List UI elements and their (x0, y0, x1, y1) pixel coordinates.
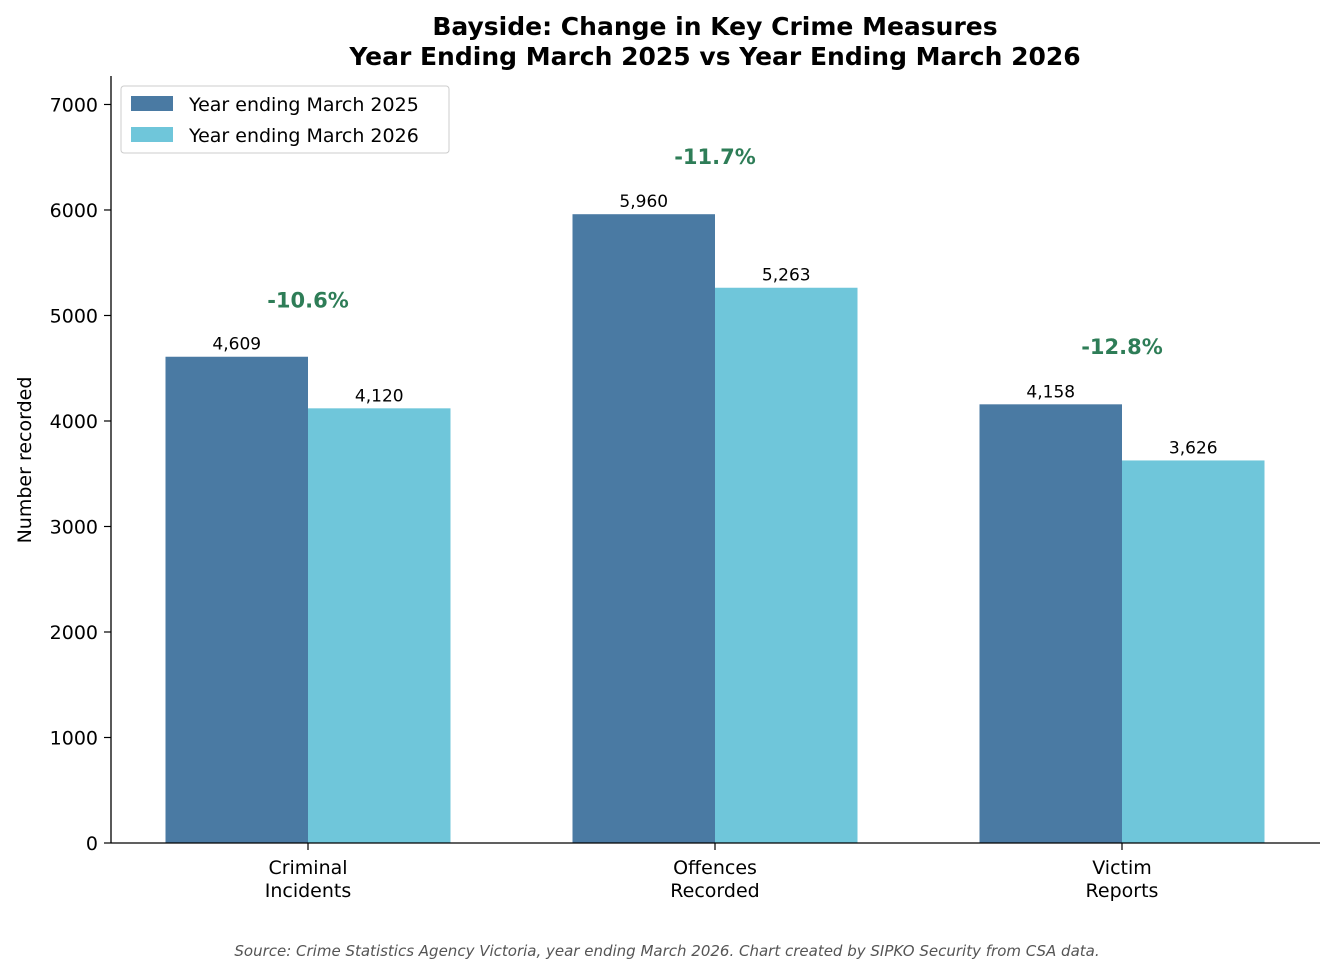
labels-layer: 4,609 5,960 4,158 4,120 5,263 3,626 -10.6% -11.… (212, 145, 1217, 458)
bar-2025-2 (979, 404, 1122, 843)
axes-layer: 0 1000 2000 3000 4000 5000 6000 7000 Criminal Inc… (50, 76, 1320, 902)
chart-title: Bayside: Change in Key Crime Measures (432, 12, 997, 41)
bar-value-label: 4,120 (355, 386, 404, 406)
chart-subtitle: Year Ending March 2025 vs Year Ending Ma… (348, 42, 1080, 71)
legend-label-2026: Year ending March 2026 (188, 125, 419, 147)
y-tick-label: 7000 (50, 94, 98, 116)
bar-2026-1 (715, 287, 858, 843)
bar-value-label: 4,609 (212, 335, 261, 355)
legend-swatch-2026 (131, 127, 173, 142)
legend-frame (120, 85, 450, 154)
bar-2025-1 (572, 214, 715, 843)
x-tick-label: Offences Recorded (670, 857, 759, 902)
change-label: -11.7% (674, 145, 756, 169)
bar-value-label: 4,158 (1026, 382, 1075, 402)
legend-swatch-2025 (131, 96, 173, 111)
bars-layer (165, 214, 1265, 843)
bar-value-label: 3,626 (1169, 438, 1218, 458)
bar-value-label: 5,263 (762, 266, 811, 286)
y-tick-label: 0 (86, 833, 98, 855)
bar-value-label: 5,960 (619, 192, 668, 212)
change-label: -12.8% (1081, 335, 1163, 359)
change-label: -10.6% (267, 289, 349, 313)
source-note: Source: Crime Statistics Agency Victoria… (234, 942, 1099, 960)
y-tick-label: 2000 (50, 622, 98, 644)
y-tick-label: 4000 (50, 411, 98, 433)
y-tick-label: 6000 (50, 200, 98, 222)
x-tick-label: Victim Reports (1086, 857, 1159, 902)
bar-2026-2 (1122, 460, 1265, 843)
y-axis-label: Number recorded (14, 377, 36, 544)
y-tick-label: 3000 (50, 516, 98, 538)
legend: Year ending March 2025 Year ending March… (120, 85, 450, 154)
y-tick-label: 1000 (50, 727, 98, 749)
legend-label-2025: Year ending March 2025 (188, 94, 419, 116)
bar-2026-0 (308, 408, 451, 843)
y-tick-label: 5000 (50, 305, 98, 327)
bar-2025-0 (165, 356, 308, 843)
x-tick-label: Criminal Incidents (265, 857, 352, 902)
